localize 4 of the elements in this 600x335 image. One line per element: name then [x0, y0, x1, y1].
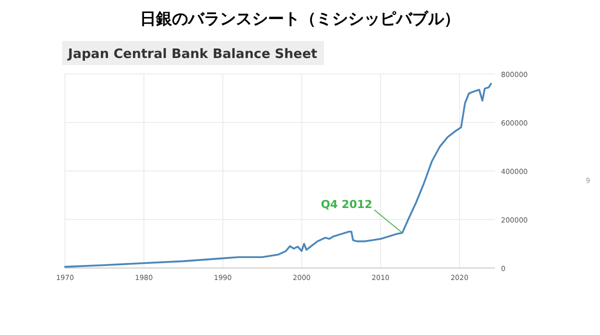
chart-subtitle: Japan Central Bank Balance Sheet [67, 47, 318, 62]
line-series [64, 82, 492, 268]
annotation: Q4 2012 [320, 198, 372, 211]
chart-title: 日銀のバランスシート（ミシシッピバブル） [140, 9, 460, 28]
